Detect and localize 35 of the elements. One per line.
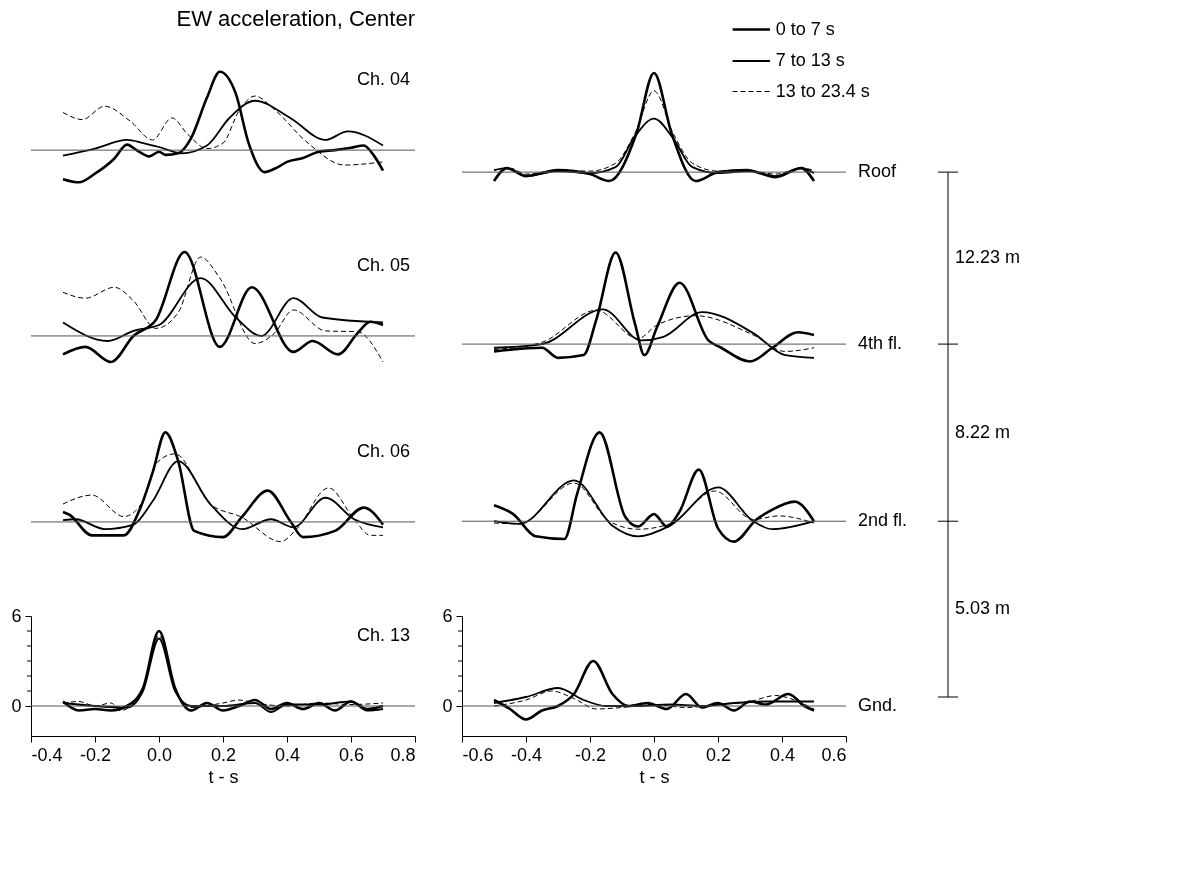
x-axis-title: t - s	[639, 766, 670, 787]
text: 4th fl.	[858, 333, 903, 354]
y-tick-label: 6	[442, 605, 453, 626]
text: Gnd.	[858, 695, 898, 715]
x-tick-label: 0.6	[821, 744, 847, 765]
y-tick-label: 0	[442, 695, 453, 716]
x-tick-label: 0.4	[274, 744, 301, 765]
x-tick-label: 0.0	[641, 744, 668, 765]
annotation: Ch. 13	[356, 625, 410, 645]
x-axis-title: t - s	[208, 766, 239, 787]
text: 12.23 m	[955, 247, 1021, 268]
annotation: Ch. 06	[356, 440, 410, 461]
chart-title: EW acceleration, Center	[176, 6, 415, 31]
x-tick-label: 0.0	[146, 744, 173, 765]
x-tick-label: -0.2	[79, 744, 112, 765]
x-tick-label: 0.8	[390, 744, 416, 765]
legend-label: 13 to 23.4 s	[775, 80, 870, 101]
x-tick-label: -0.4	[510, 744, 543, 765]
x-tick-label: -0.6	[462, 744, 494, 765]
annotation: Ch. 04	[356, 69, 410, 90]
text: 2nd fl.	[858, 510, 908, 531]
x-tick-label: 0.2	[705, 744, 732, 765]
x-tick-label: -0.2	[574, 744, 607, 765]
x-tick-label: 0.6	[338, 744, 365, 765]
text: 5.03 m	[955, 598, 1011, 619]
text: 8.22 m	[955, 421, 1011, 442]
y-tick-label: 6	[11, 605, 22, 626]
text: Roof	[858, 161, 898, 182]
legend-label: 0 to 7 s	[775, 18, 835, 39]
legend-label: 7 to 13 s	[775, 50, 845, 70]
x-tick-label: 0.4	[769, 744, 796, 765]
x-tick-label: -0.4	[31, 744, 63, 765]
x-tick-label: 0.2	[210, 744, 237, 765]
annotation: Ch. 05	[356, 254, 410, 275]
y-tick-label: 0	[11, 695, 22, 716]
